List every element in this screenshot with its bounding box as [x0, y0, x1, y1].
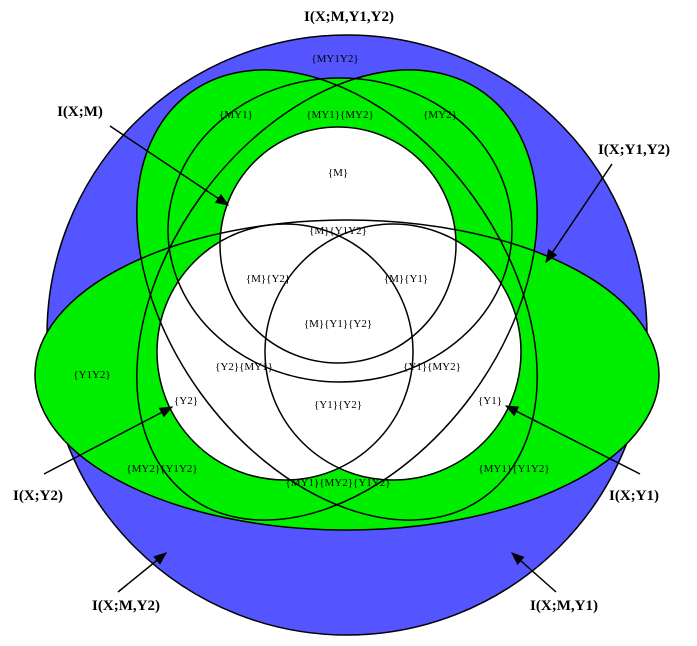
arrow-x-m-y1 — [510, 552, 557, 593]
ellipse-top-outline — [167, 77, 513, 383]
ellipse-y1y2-outline — [34, 219, 660, 531]
label-my1-my2: {MY1}{MY2} — [306, 109, 374, 121]
label-my1-y1y2: {MY1}{Y1Y2} — [478, 463, 549, 475]
arrow-x-y1 — [504, 405, 641, 475]
label-y1: {Y1} — [478, 395, 502, 407]
title-x-y1: I(X;Y1) — [609, 488, 659, 504]
title-x-y1-y2: I(X;Y1,Y2) — [598, 142, 670, 158]
title-x-m-y1: I(X;M,Y1) — [530, 598, 598, 614]
label-my2: {MY2} — [423, 109, 457, 121]
label-my1-my2-y1y2: {MY1}{MY2}{Y1Y2} — [285, 477, 390, 489]
title-outer: I(X;M,Y1,Y2) — [304, 9, 394, 25]
label-m: {M} — [328, 167, 348, 179]
arrow-x-m-y2 — [117, 552, 168, 593]
circle-y1-white — [265, 224, 521, 480]
title-x-m-y2: I(X;M,Y2) — [92, 598, 160, 614]
label-m-y2: {M}{Y2} — [246, 273, 290, 285]
arrow-x-y1-y2 — [545, 163, 613, 264]
label-my1y2: {MY1Y2} — [311, 53, 358, 65]
outlines — [34, 69, 660, 531]
circle-m-outline — [219, 126, 457, 364]
label-my1: {MY1} — [219, 109, 253, 121]
label-y2-my1: {Y2}{MY1} — [215, 361, 273, 373]
title-x-y2: I(X;Y2) — [13, 488, 63, 504]
label-m-y1y2: {M}{Y1Y2} — [309, 225, 367, 237]
label-m-y1: {M}{Y1} — [384, 273, 428, 285]
circle-y2-outline — [156, 223, 414, 481]
white-circles — [157, 127, 521, 480]
arrow-x-m — [109, 125, 230, 206]
label-y1y2: {Y1Y2} — [73, 369, 110, 381]
pointer-arrows — [43, 125, 641, 593]
titles: I(X;M,Y1,Y2) I(X;M) I(X;Y1,Y2) I(X;Y2) I… — [13, 9, 670, 614]
region-labels: {MY1Y2} {MY1} {MY1}{MY2} {MY2} {M} {M}{Y… — [73, 53, 549, 489]
arrow-x-y2 — [43, 406, 174, 475]
label-m-y1-y2: {M}{Y1}{Y2} — [304, 318, 372, 330]
ellipse-my-outline — [136, 69, 538, 521]
label-y2: {Y2} — [174, 395, 198, 407]
label-my2-y1y2: {MY2}{Y1Y2} — [126, 463, 197, 475]
circle-y1-outline — [264, 223, 522, 481]
label-y1-y2: {Y1}{Y2} — [314, 399, 362, 411]
title-x-m: I(X;M) — [57, 104, 103, 120]
ellipse-my1-outline — [136, 69, 538, 521]
label-y1-my2: {Y1}{MY2} — [403, 361, 461, 373]
